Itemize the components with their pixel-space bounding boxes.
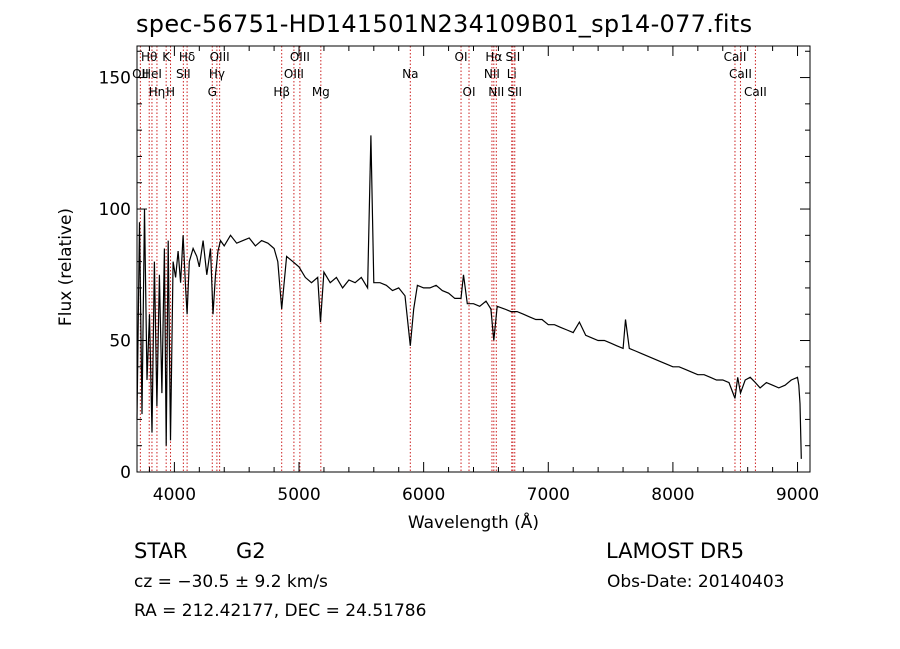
y-tick-label: 150 (99, 69, 131, 89)
line-marker-label: K (162, 50, 171, 64)
line-marker-label: OIII (290, 50, 310, 64)
object-subclass-label: G2 (236, 539, 266, 563)
line-marker-label: OI (463, 85, 476, 99)
obs-date-label: Obs-Date: 20140403 (607, 572, 785, 592)
x-tick-label: 8000 (651, 485, 694, 505)
line-marker-label: SII (507, 85, 522, 99)
y-axis-label: Flux (relative) (56, 208, 76, 326)
object-class-label: STAR (134, 539, 188, 563)
line-markers-layer: OIIHθHeIHηKHSIIHδGHγOIIIHβOIIIOIIIMgNaOI… (132, 46, 767, 472)
axes-layer: 4000 5000 6000 7000 8000 9000 0 50 100 150 Wavelen… (56, 45, 819, 533)
line-marker-label: HeI (142, 67, 162, 81)
chart-title: spec-56751-HD141501N234109B01_sp14-077.f… (136, 10, 753, 38)
line-marker-label: CaII (729, 67, 752, 81)
x-tick-label: 6000 (402, 485, 445, 505)
survey-label: LAMOST DR5 (606, 539, 745, 563)
redshift-label: cz = −30.5 ± 9.2 km/s (134, 572, 328, 592)
line-marker-label: CaII (744, 85, 767, 99)
radec-label: RA = 212.42177, DEC = 24.51786 (134, 601, 427, 621)
flux-series-line (136, 135, 802, 459)
line-marker-label: Na (402, 67, 418, 81)
line-marker-label: OI (455, 50, 468, 64)
line-marker-label: NII (484, 67, 500, 81)
line-marker-label: NII (488, 85, 504, 99)
line-marker-label: H (166, 85, 175, 99)
line-marker-label: Mg (312, 85, 330, 99)
line-marker-label: OIII (284, 67, 304, 81)
x-tick-label: 7000 (527, 485, 570, 505)
plot-frame (136, 45, 811, 473)
x-axis-label: Wavelength (Å) (408, 511, 539, 533)
x-tick-label: 4000 (153, 485, 196, 505)
spectrum-chart: OIIHθHeIHηKHSIIHδGHγOIIIHβOIIIOIIIMgNaOI… (56, 45, 819, 533)
line-marker-label: Hγ (209, 67, 225, 81)
x-tick-label: 9000 (776, 485, 819, 505)
x-tick-label: 5000 (277, 485, 320, 505)
line-marker-label: CaII (724, 50, 747, 64)
y-tick-label: 50 (109, 332, 131, 352)
line-marker-label: SII (176, 67, 191, 81)
y-tick-label: 100 (99, 200, 131, 220)
line-marker-label: Hα (485, 50, 502, 64)
line-marker-label: Hβ (273, 85, 290, 99)
y-tick-label: 0 (120, 463, 131, 483)
line-marker-label: Hδ (179, 50, 195, 64)
line-marker-label: SII (506, 50, 521, 64)
line-marker-label: Hθ (141, 50, 157, 64)
line-marker-label: Li (507, 67, 517, 81)
line-marker-label: Hη (149, 85, 166, 99)
line-marker-label: G (208, 85, 217, 99)
line-marker-label: OIII (210, 50, 230, 64)
